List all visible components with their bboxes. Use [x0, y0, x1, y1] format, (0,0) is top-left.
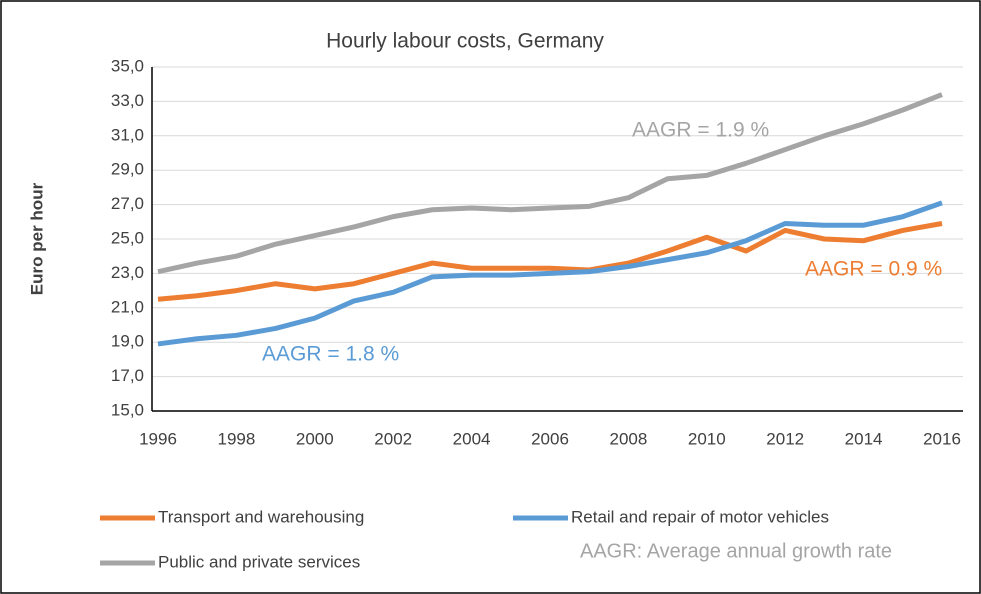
series-line — [157, 200, 943, 347]
x-tick-label: 2008 — [609, 429, 647, 448]
x-tick-label: 2006 — [531, 429, 569, 448]
y-tick-label: 33,0 — [111, 91, 144, 110]
y-tick-label: 25,0 — [111, 228, 144, 247]
x-tick-label: 2012 — [766, 429, 804, 448]
y-tick-label: 23,0 — [111, 263, 144, 282]
annotation: AAGR = 1.8 % — [262, 343, 399, 366]
y-tick-label: 29,0 — [111, 160, 144, 179]
annotation: AAGR = 1.9 % — [632, 119, 769, 142]
y-tick-label: 19,0 — [111, 332, 144, 351]
legend-label: Public and private services — [158, 552, 360, 571]
x-tick-label: 2002 — [374, 429, 412, 448]
y-tick-label: 21,0 — [111, 297, 144, 316]
x-tick-label: 2014 — [845, 429, 883, 448]
series-line — [157, 221, 943, 302]
annotation: AAGR = 0.9 % — [805, 258, 942, 281]
x-tick-label: 2016 — [923, 429, 961, 448]
note: AAGR: Average annual growth rate — [580, 540, 892, 562]
y-tick-label: 31,0 — [111, 125, 144, 144]
x-tick-label: 1998 — [217, 429, 255, 448]
x-tick-label: 1996 — [139, 429, 177, 448]
legend-label: Retail and repair of motor vehicles — [571, 507, 829, 526]
y-axis-label: Euro per hour — [27, 182, 46, 295]
chart-title: Hourly labour costs, Germany — [326, 30, 604, 53]
x-tick-label: 2000 — [296, 429, 334, 448]
series-line — [157, 92, 943, 275]
y-tick-label: 35,0 — [111, 56, 144, 75]
y-tick-label: 27,0 — [111, 194, 144, 213]
x-tick-label: 2004 — [453, 429, 491, 448]
y-tick-label: 15,0 — [111, 400, 144, 419]
x-tick-label: 2010 — [688, 429, 726, 448]
legend-label: Transport and warehousing — [158, 507, 364, 526]
y-tick-label: 17,0 — [111, 366, 144, 385]
